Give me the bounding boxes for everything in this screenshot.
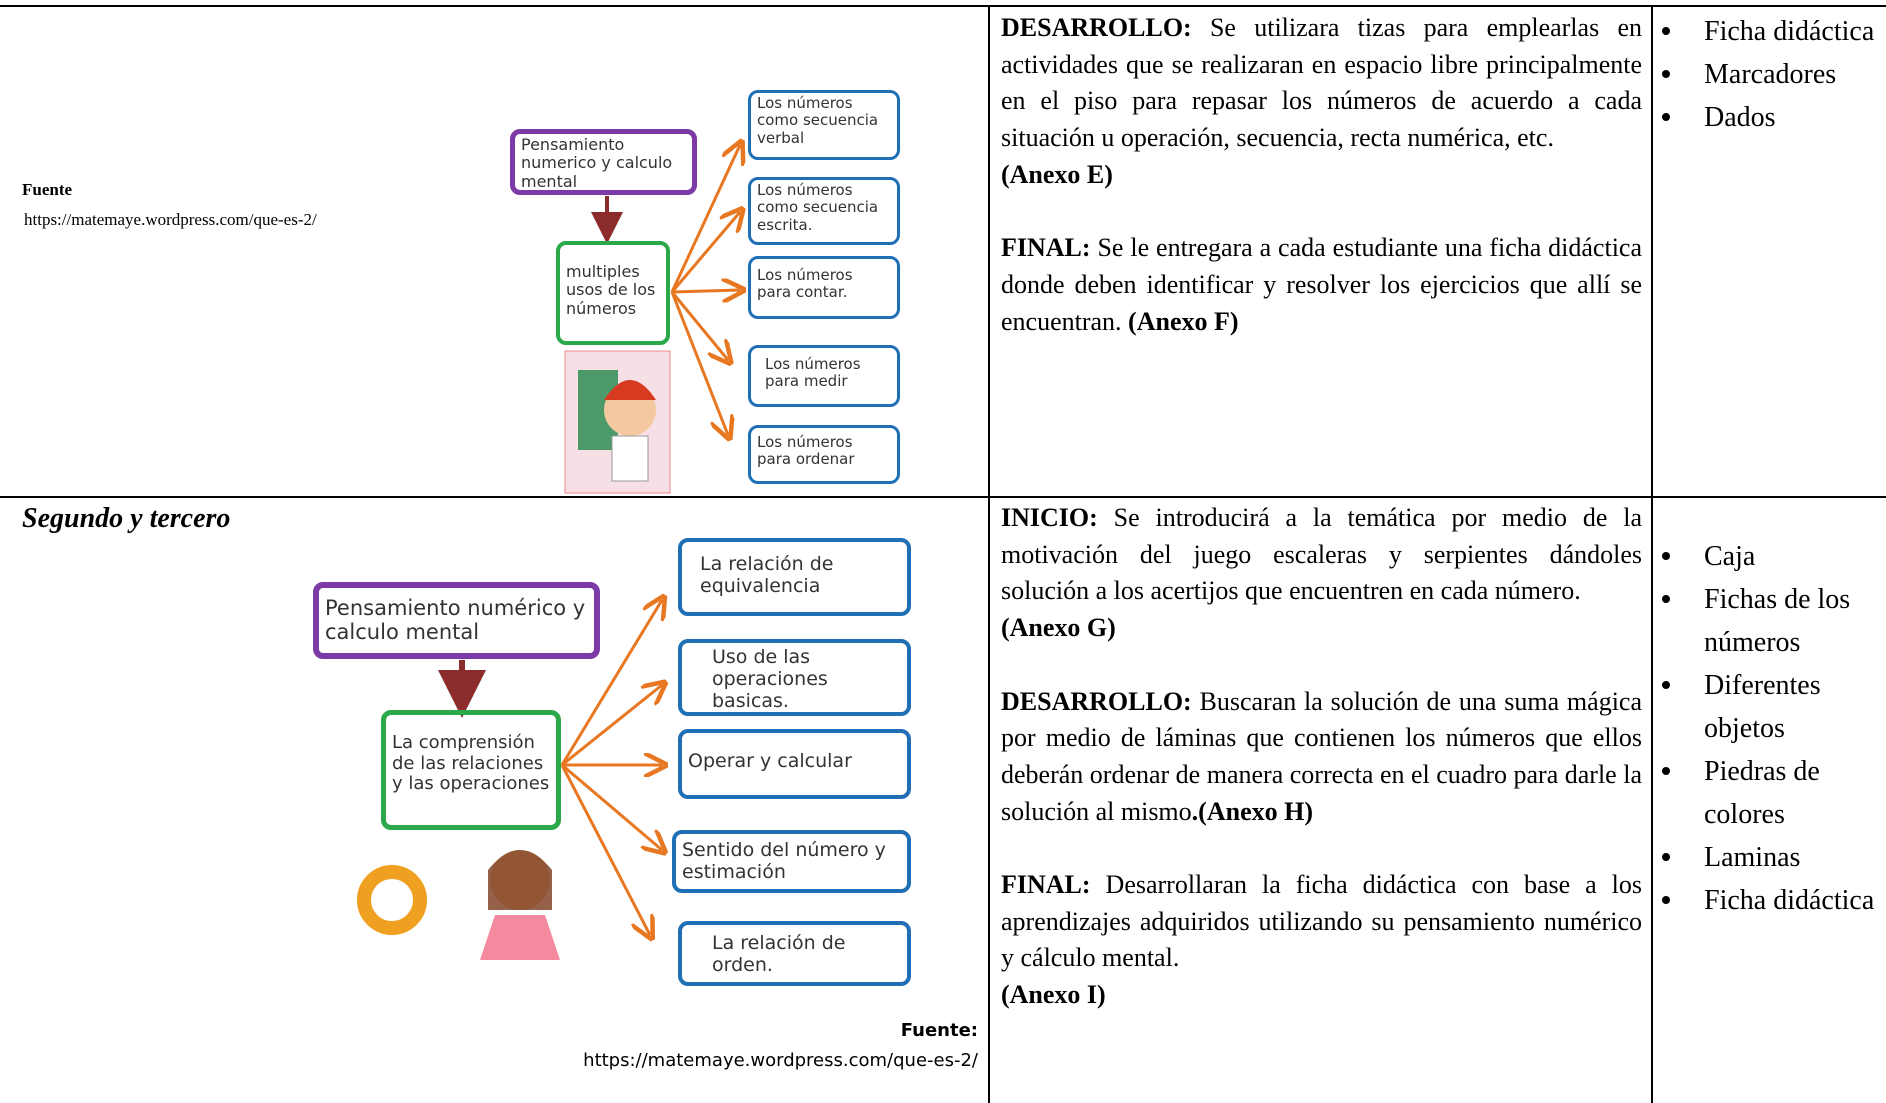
resource: Ficha didáctica <box>1662 879 1882 922</box>
diagram-branch: Los números como secuencia verbal <box>748 90 900 160</box>
source-url: https://matemaye.wordpress.com/que-es-2/ <box>24 210 317 229</box>
diagram-center: multiples usos de los números <box>556 241 670 345</box>
resource: Ficha didáctica <box>1662 10 1882 53</box>
arrows <box>560 145 740 935</box>
resource: Marcadores <box>1662 53 1882 96</box>
text: Se introducirá a la temática por medio d… <box>1001 503 1643 606</box>
diagram-branch: Los números para ordenar <box>748 425 900 484</box>
resources: Ficha didáctica Marcadores Dados <box>1662 10 1882 139</box>
diagram-branch: Los números para contar. <box>748 256 900 319</box>
heading: FINAL: <box>1001 233 1091 263</box>
border <box>0 496 1886 498</box>
diagram-branch: Operar y calcular <box>678 729 911 799</box>
heading: DESARROLLO: <box>1001 686 1192 716</box>
resource: Dados <box>1662 96 1882 139</box>
text: Se le entregara a cada estudiante una fi… <box>1001 233 1643 336</box>
diagram-branch: Sentido del número y estimación <box>672 830 911 893</box>
annex: .(Anexo H) <box>1191 796 1313 826</box>
annex: (Anexo F) <box>1128 306 1239 336</box>
diagram-branch: La relación de orden. <box>678 921 911 986</box>
resource: Diferentes objetos <box>1662 664 1882 750</box>
source-url: https://matemaye.wordpress.com/que-es-2/ <box>583 1050 978 1071</box>
text: Desarrollaran la ficha didáctica con bas… <box>1001 870 1643 973</box>
text: Buscaran la solución de una suma mágica … <box>1001 686 1643 826</box>
annex: (Anexo G) <box>1001 613 1116 643</box>
resource: Fichas de los números <box>1662 578 1882 664</box>
diagram-root: Pensamiento numérico y calculo mental <box>313 582 600 659</box>
annex: (Anexo I) <box>1001 980 1106 1010</box>
border <box>0 5 1886 7</box>
annex: (Anexo E) <box>1001 159 1113 189</box>
diagrams <box>357 0 989 960</box>
heading: FINAL: <box>1001 870 1091 899</box>
diagram-branch: La relación de equivalencia <box>678 538 911 616</box>
diagram-branch: Uso de las operaciones basicas. <box>678 639 911 716</box>
diagram-center: La comprensión de las relaciones y las o… <box>381 710 561 830</box>
diagram-branch: Los números para medir <box>748 345 900 407</box>
activities: INICIO: Se introducirá a la temática por… <box>1001 500 1642 1051</box>
heading: DESARROLLO: <box>1001 13 1192 42</box>
heading: INICIO: <box>1001 503 1098 532</box>
grade: Segundo y tercero <box>22 503 231 534</box>
diagram-root: Pensamiento numerico y calculo mental <box>510 129 697 195</box>
resource: Caja <box>1662 535 1882 578</box>
source-label: Fuente: <box>900 1020 978 1041</box>
resources: Caja Fichas de los números Diferentes ob… <box>1662 535 1882 922</box>
border <box>988 5 990 1103</box>
resource: Piedras de colores <box>1662 750 1882 836</box>
illustration <box>357 350 671 960</box>
border <box>1651 5 1653 1103</box>
source-label: Fuente <box>22 180 73 199</box>
activities: DESARROLLO: Se utilizara tizas para empl… <box>1001 10 1642 377</box>
text: Se utilizara tizas para emplearlas en ac… <box>1001 13 1642 153</box>
resource: Laminas <box>1662 836 1882 879</box>
diagram-branch: Los números como secuencia escrita. <box>748 177 900 245</box>
